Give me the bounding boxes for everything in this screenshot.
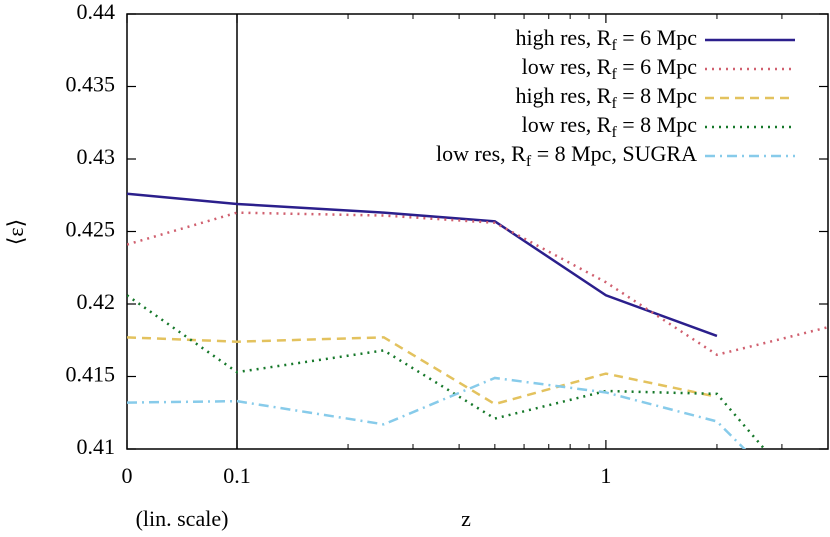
legend-label: high res, Rf = 6 Mpc — [515, 25, 697, 54]
series-line — [127, 211, 828, 357]
legend-label: high res, Rf = 8 Mpc — [515, 83, 697, 112]
y-tick-label: 0.415 — [66, 362, 116, 387]
legend-label: low res, Rf = 6 Mpc — [522, 54, 698, 83]
y-tick-label: 0.41 — [77, 434, 116, 459]
y-tick-label: 0.42 — [77, 289, 116, 314]
y-axis-label: ⟨ε⟩ — [3, 219, 28, 245]
x-axis-label: z — [461, 506, 471, 531]
x-tick-label: 0.1 — [223, 463, 251, 488]
plot-area — [127, 192, 828, 449]
x-tick-label: 0 — [122, 463, 133, 488]
series-line — [127, 336, 718, 406]
plot-frame — [126, 13, 829, 450]
series-line — [127, 294, 767, 449]
y-tick-label: 0.44 — [77, 0, 116, 24]
x-annotation: (lin. scale) — [136, 506, 229, 531]
legend-label: low res, Rf = 8 Mpc — [522, 112, 698, 141]
y-tick-label: 0.435 — [66, 72, 116, 97]
y-tick-label: 0.425 — [66, 217, 116, 242]
x-tick-label: 1 — [600, 463, 611, 488]
series-line — [127, 376, 747, 449]
series-line — [127, 192, 718, 338]
legend-label: low res, Rf = 8 Mpc, SUGRA — [436, 141, 697, 170]
y-tick-label: 0.43 — [77, 144, 116, 169]
